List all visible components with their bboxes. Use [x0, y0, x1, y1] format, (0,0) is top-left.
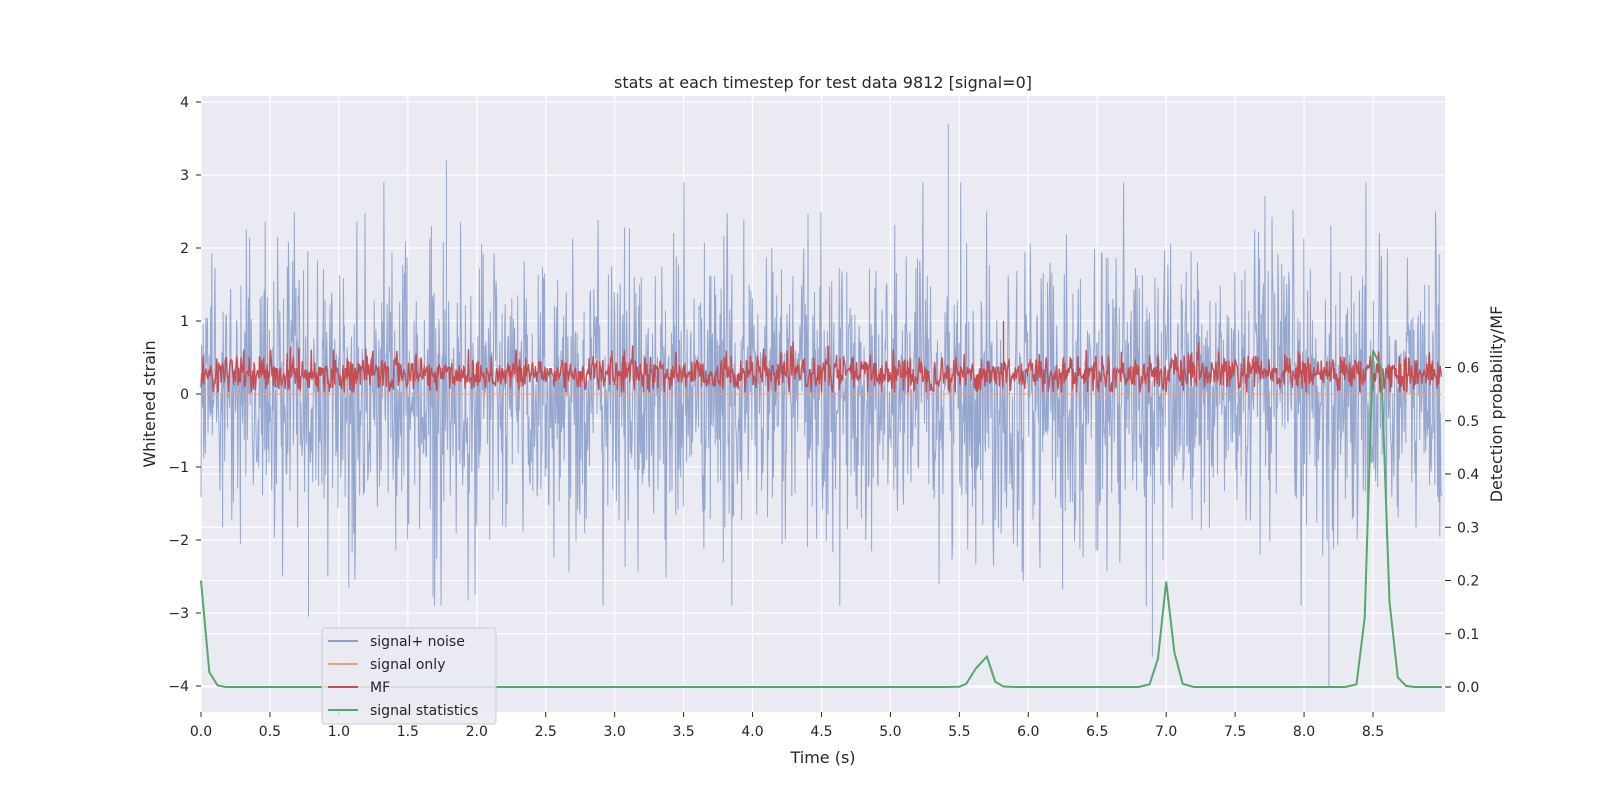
legend-label-mf: MF: [370, 680, 390, 696]
legend: signal+ noise signal only MF signal stat…: [321, 627, 497, 725]
y-tick-label: 2: [180, 241, 189, 257]
x-tick-label: 4.5: [810, 724, 832, 740]
x-tick-label: 7.0: [1155, 724, 1177, 740]
x-tick-label: 5.0: [879, 724, 901, 740]
x-tick-label: 7.5: [1224, 724, 1246, 740]
x-tick-label: 1.0: [328, 724, 350, 740]
y2-ticks: 0.6 0.5 0.4 0.3 0.2 0.1 0.0: [1445, 361, 1479, 696]
x-tick-label: 8.5: [1362, 724, 1384, 740]
chart-title: stats at each timestep for test data 981…: [614, 73, 1032, 92]
x-tick-label: 6.0: [1017, 724, 1039, 740]
x-tick-label: 2.0: [466, 724, 488, 740]
y2-axis-label: Detection probability/MF: [1487, 306, 1506, 503]
x-tick-label: 6.5: [1086, 724, 1108, 740]
y-tick-label: −4: [168, 679, 189, 695]
x-tick-label: 3.0: [604, 724, 626, 740]
y-tick-label: −2: [168, 533, 189, 549]
legend-box: [321, 627, 497, 725]
y-tick-label: 3: [180, 168, 189, 184]
series-signal-noise: [200, 123, 1442, 686]
x-tick-label: 3.5: [672, 724, 694, 740]
y2-tick-label: 0.3: [1457, 520, 1479, 536]
y-tick-label: 1: [180, 314, 189, 330]
legend-label-signal-noise: signal+ noise: [370, 634, 465, 650]
x-tick-label: 0.0: [190, 724, 212, 740]
signal-noise-line: [200, 123, 1442, 686]
x-ticks: 0.0 0.5 1.0 1.5 2.0 2.5 3.0 3.5 4.0 4.5 5.0 5.5 6.0 6…: [190, 712, 1384, 740]
y2-tick-label: 0.5: [1457, 414, 1479, 430]
x-tick-label: 5.5: [948, 724, 970, 740]
y-tick-label: −1: [168, 460, 189, 476]
y2-tick-label: 0.6: [1457, 361, 1479, 377]
y2-tick-label: 0.4: [1457, 467, 1479, 483]
y2-tick-label: 0.2: [1457, 574, 1479, 590]
y-ticks: 4 3 2 1 0 −1 −2 −3 −4: [168, 95, 201, 695]
legend-label-signal-only: signal only: [370, 657, 445, 673]
y2-tick-label: 0.0: [1457, 680, 1479, 696]
x-tick-label: 1.5: [397, 724, 419, 740]
x-tick-label: 8.0: [1293, 724, 1315, 740]
x-tick-label: 2.5: [535, 724, 557, 740]
x-tick-label: 4.0: [741, 724, 763, 740]
y-tick-label: 4: [180, 95, 189, 111]
y-tick-label: 0: [180, 387, 189, 403]
series-mf: [200, 321, 1442, 393]
y2-tick-label: 0.1: [1457, 627, 1479, 643]
y-tick-label: −3: [168, 606, 189, 622]
x-tick-label: 0.5: [259, 724, 281, 740]
mf-line: [200, 321, 1442, 393]
x-axis-label: Time (s): [789, 748, 855, 767]
y-axis-label: Whitened strain: [140, 340, 159, 467]
legend-label-signal-statistics: signal statistics: [370, 703, 478, 719]
